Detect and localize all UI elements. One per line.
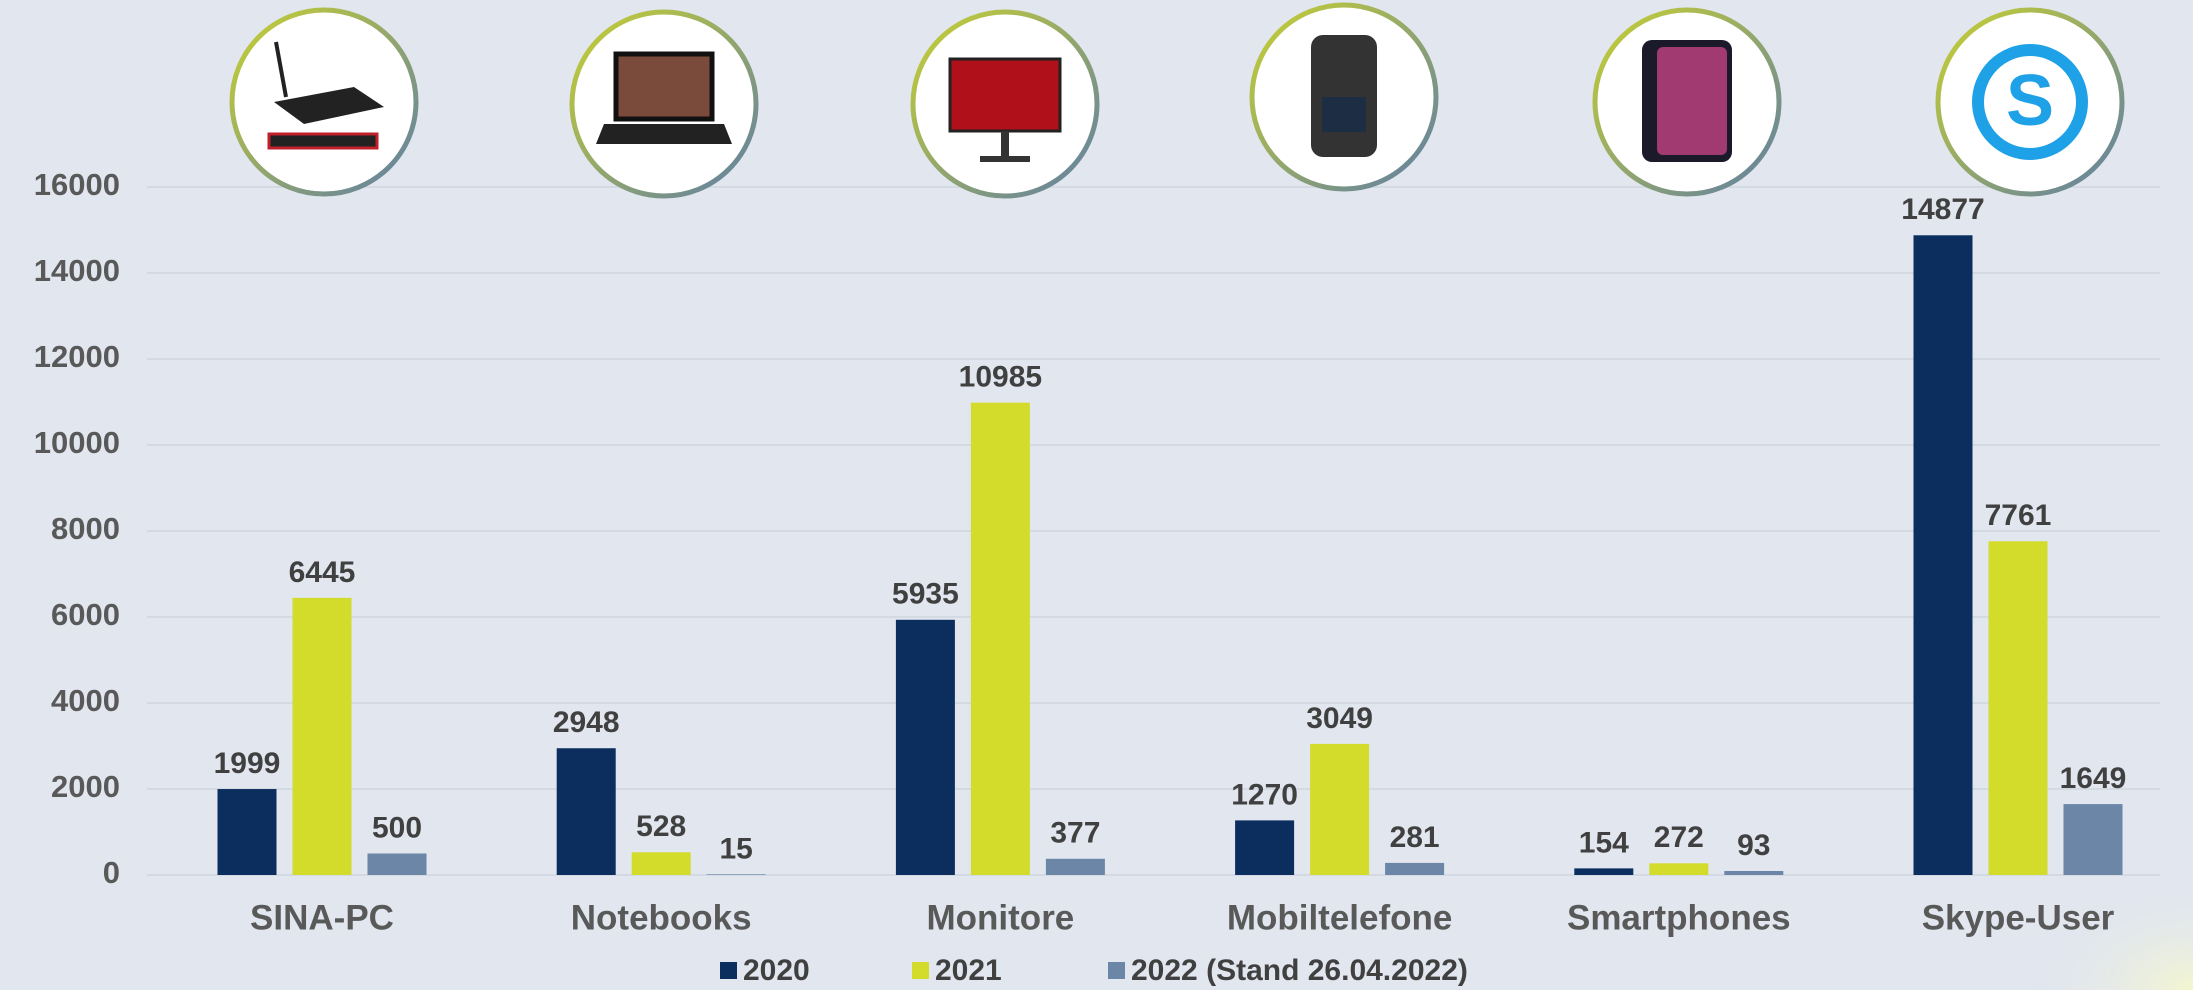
data-label: 15: [720, 832, 753, 865]
bar: [971, 403, 1030, 875]
x-tick-label: Monitore: [927, 898, 1075, 937]
y-tick-label: 8000: [51, 511, 120, 546]
icon-sina-pc: [232, 10, 416, 194]
y-tick-label: 0: [103, 855, 120, 890]
bar: [632, 852, 691, 875]
data-label: 14877: [1901, 193, 1984, 226]
bar: [557, 748, 616, 875]
y-tick-label: 12000: [34, 339, 120, 374]
bar: [1235, 820, 1294, 875]
x-tick-label: Skype-User: [1922, 898, 2115, 937]
data-label: 3049: [1306, 702, 1373, 735]
bar: [218, 789, 277, 875]
data-label: 5935: [892, 578, 959, 611]
bar: [1914, 235, 1973, 875]
data-label: 154: [1579, 826, 1629, 859]
page: {"chart_data": {"type": "bar", "categori…: [0, 0, 2193, 990]
data-label: 2948: [553, 706, 620, 739]
legend-swatch: [1108, 962, 1125, 979]
x-tick-label: Mobiltelefone: [1227, 898, 1453, 937]
data-label: 10985: [959, 361, 1042, 394]
y-tick-label: 16000: [34, 167, 120, 202]
bar: [1649, 863, 1708, 875]
data-label: 6445: [289, 556, 356, 589]
y-tick-label: 14000: [34, 253, 120, 288]
icon-smartphone: [1595, 10, 1779, 194]
icons: S: [232, 5, 2122, 196]
bar: [707, 874, 766, 875]
icon-mobile: [1252, 5, 1436, 189]
legend-label: 2020: [743, 954, 810, 987]
bar: [1310, 744, 1369, 875]
chart: S 0 2000 4000 6000 8000 10000 12000 14000 16000 S…: [0, 0, 2193, 990]
legend-swatch: [912, 962, 929, 979]
data-label: 1999: [214, 747, 281, 780]
data-label: 500: [372, 811, 422, 844]
legend-label: 2022 (Stand 26.04.2022): [1131, 954, 1468, 987]
x-tick-label: Smartphones: [1567, 898, 1791, 937]
bar: [1574, 868, 1633, 875]
data-label: 377: [1050, 817, 1100, 850]
bar: [368, 854, 427, 876]
bar: [896, 620, 955, 875]
bar: [1989, 541, 2048, 875]
bar: [1724, 871, 1783, 875]
y-tick-label: 2000: [51, 769, 120, 804]
icon-notebook: [572, 12, 756, 196]
data-label: 272: [1654, 821, 1704, 854]
x-tick-label: SINA-PC: [250, 898, 394, 937]
x-tick-label: Notebooks: [571, 898, 752, 937]
data-label: 93: [1737, 829, 1770, 862]
bar: [1385, 863, 1444, 875]
bar: [1046, 859, 1105, 875]
bar: [293, 598, 352, 875]
data-label: 281: [1390, 821, 1440, 854]
svg-text:S: S: [2006, 61, 2054, 141]
icon-monitor: [913, 12, 1097, 196]
y-tick-label: 10000: [34, 425, 120, 460]
legend-swatch: [720, 962, 737, 979]
y-tick-label: 6000: [51, 597, 120, 632]
y-tick-label: 4000: [51, 683, 120, 718]
data-label: 7761: [1985, 499, 2052, 532]
bar: [2064, 804, 2123, 875]
icon-skype: S: [1938, 10, 2122, 194]
grid: [147, 187, 2160, 875]
data-label: 1649: [2060, 762, 2127, 795]
data-label: 1270: [1231, 778, 1298, 811]
legend-label: 2021: [935, 954, 1002, 987]
data-label: 528: [636, 810, 686, 843]
